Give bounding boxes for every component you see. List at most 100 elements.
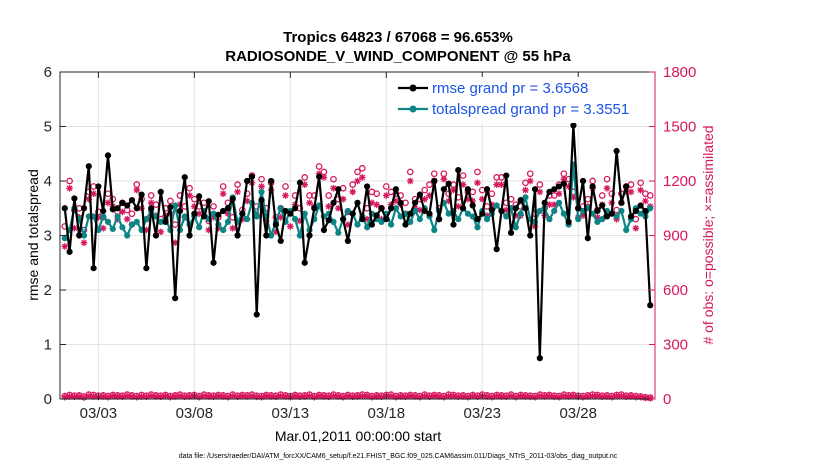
rmse-point <box>455 167 462 174</box>
totalspread-point <box>344 207 352 215</box>
obs-assimilated-low-marker <box>157 393 165 401</box>
legend-spread-marker <box>409 105 417 113</box>
obs-assimilated-low-marker <box>526 393 534 401</box>
totalspread-point <box>80 232 88 239</box>
obs-assimilated-low-marker <box>215 392 222 400</box>
obs-assimilated-low-marker <box>119 393 126 401</box>
totalspread-point <box>143 216 150 223</box>
obs-assimilated-low-marker <box>239 392 246 400</box>
obs-assimilated-low-marker <box>330 392 337 400</box>
obs-possible-marker <box>325 192 333 199</box>
rmse-point <box>344 237 352 245</box>
obs-possible-marker <box>637 179 644 187</box>
totalspread-point <box>618 207 625 215</box>
rmse-point <box>196 193 203 200</box>
obs-assimilated-low-marker <box>632 393 640 401</box>
rmse-point <box>642 207 649 215</box>
rmse-point <box>109 206 116 213</box>
obs-assimilated-low-marker <box>263 392 270 400</box>
rmse-point <box>244 177 251 185</box>
obs-assimilated-marker <box>459 181 467 188</box>
legend-rmse-marker <box>409 84 417 92</box>
obs-assimilated-marker <box>426 192 433 199</box>
obs-assimilated-low-marker <box>618 392 625 400</box>
obs-assimilated-low-marker <box>454 393 462 401</box>
totalspread-point <box>330 218 337 225</box>
obs-assimilated-low-marker <box>123 392 131 400</box>
obs-assimilated-marker <box>287 223 294 230</box>
totalspread-point <box>503 213 510 220</box>
obs-assimilated-marker <box>234 188 241 196</box>
totalspread-point <box>128 221 136 228</box>
y-right-tick-label: 0 <box>663 391 671 408</box>
rmse-point <box>464 186 471 193</box>
rmse-point <box>200 213 208 220</box>
obs-possible-marker <box>373 190 381 198</box>
obs-assimilated-marker <box>498 181 505 188</box>
obs-assimilated-marker <box>210 214 217 221</box>
totalspread-point <box>100 213 107 220</box>
obs-assimilated-marker <box>493 181 500 188</box>
rmse-point <box>229 195 236 203</box>
rmse-point <box>546 188 553 195</box>
obs-assimilated-low-marker <box>507 392 515 400</box>
rmse-point <box>565 218 572 225</box>
x-tick-label: 03/03 <box>80 405 118 422</box>
obs-assimilated-low-marker <box>75 393 83 400</box>
rmse-point <box>627 213 635 220</box>
obs-assimilated-low-marker <box>565 393 572 400</box>
obs-assimilated-marker <box>421 195 428 203</box>
obs-possible-marker <box>234 181 241 188</box>
totalspread-point <box>560 210 567 217</box>
obs-possible-marker <box>330 175 337 183</box>
obs-assimilated-marker <box>335 204 342 212</box>
obs-assimilated-low-marker <box>243 393 251 400</box>
totalspread-point <box>104 218 112 225</box>
obs-assimilated-marker <box>349 188 357 196</box>
obs-assimilated-low-marker <box>229 392 237 400</box>
rmse-point <box>411 199 419 206</box>
obs-assimilated-low-marker <box>128 393 136 400</box>
obs-possible-marker <box>598 192 606 199</box>
rmse-point <box>632 207 639 215</box>
obs-possible-marker <box>608 190 616 198</box>
y-right-tick-label: 1800 <box>663 64 696 81</box>
obs-assimilated-low-marker <box>531 393 539 401</box>
obs-assimilated-marker <box>627 188 635 196</box>
totalspread-point <box>637 210 644 217</box>
obs-assimilated-low-marker <box>378 393 385 401</box>
rmse-point <box>157 188 164 195</box>
legend-spread-label: totalspread grand pr = 3.3551 <box>432 101 629 118</box>
obs-assimilated-marker <box>483 212 491 219</box>
totalspread-point <box>512 224 519 231</box>
rmse-point <box>100 207 107 215</box>
totalspread-point <box>623 226 630 234</box>
obs-assimilated-low-marker <box>66 393 73 400</box>
totalspread-point <box>445 210 452 217</box>
obs-assimilated-marker <box>133 186 141 194</box>
obs-assimilated-low-marker <box>325 393 333 401</box>
y-right-tick-label: 1500 <box>663 119 696 136</box>
obs-assimilated-marker <box>296 217 304 225</box>
rmse-point <box>325 217 332 224</box>
obs-possible-marker <box>354 168 361 176</box>
y-tick-label: 4 <box>44 173 52 190</box>
obs-assimilated-marker <box>325 203 333 210</box>
legend-box <box>393 77 649 123</box>
obs-possible-marker <box>301 174 309 181</box>
obs-assimilated-marker <box>354 177 361 185</box>
obs-assimilated-marker <box>637 186 644 194</box>
totalspread-point <box>210 210 217 217</box>
obs-assimilated-low-marker <box>459 393 467 400</box>
obs-assimilated-low-marker <box>176 392 184 400</box>
rmse-point <box>555 183 563 190</box>
obs-assimilated-marker <box>579 212 587 219</box>
obs-possible-marker <box>66 177 73 185</box>
rmse-point <box>579 177 587 185</box>
obs-assimilated-marker <box>642 197 649 205</box>
legend: rmse grand pr = 3.6568 totalspread grand… <box>393 77 649 123</box>
rmse-point <box>316 173 323 180</box>
y-axis-label-right: # of obs: o=possible; ×=assimilated <box>700 125 716 344</box>
rmse-point <box>584 235 591 242</box>
rmse-point <box>474 216 481 223</box>
